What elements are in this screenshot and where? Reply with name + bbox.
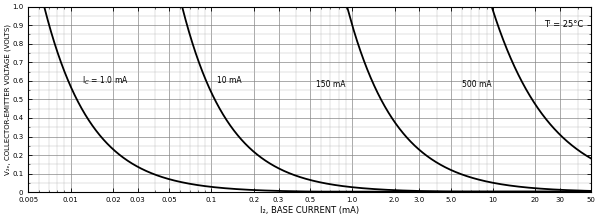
Text: Tⁱ = 25°C: Tⁱ = 25°C: [544, 20, 583, 29]
X-axis label: I₂, BASE CURRENT (mA): I₂, BASE CURRENT (mA): [260, 206, 359, 215]
Y-axis label: V₂ₑ, COLLECTOR-EMITTER VOLTAGE (VOLTS): V₂ₑ, COLLECTOR-EMITTER VOLTAGE (VOLTS): [4, 24, 11, 175]
Text: I$_C$ = 1.0 mA: I$_C$ = 1.0 mA: [82, 75, 128, 87]
Text: 150 mA: 150 mA: [316, 80, 345, 89]
Text: 10 mA: 10 mA: [217, 76, 242, 85]
Text: 500 mA: 500 mA: [462, 80, 491, 89]
